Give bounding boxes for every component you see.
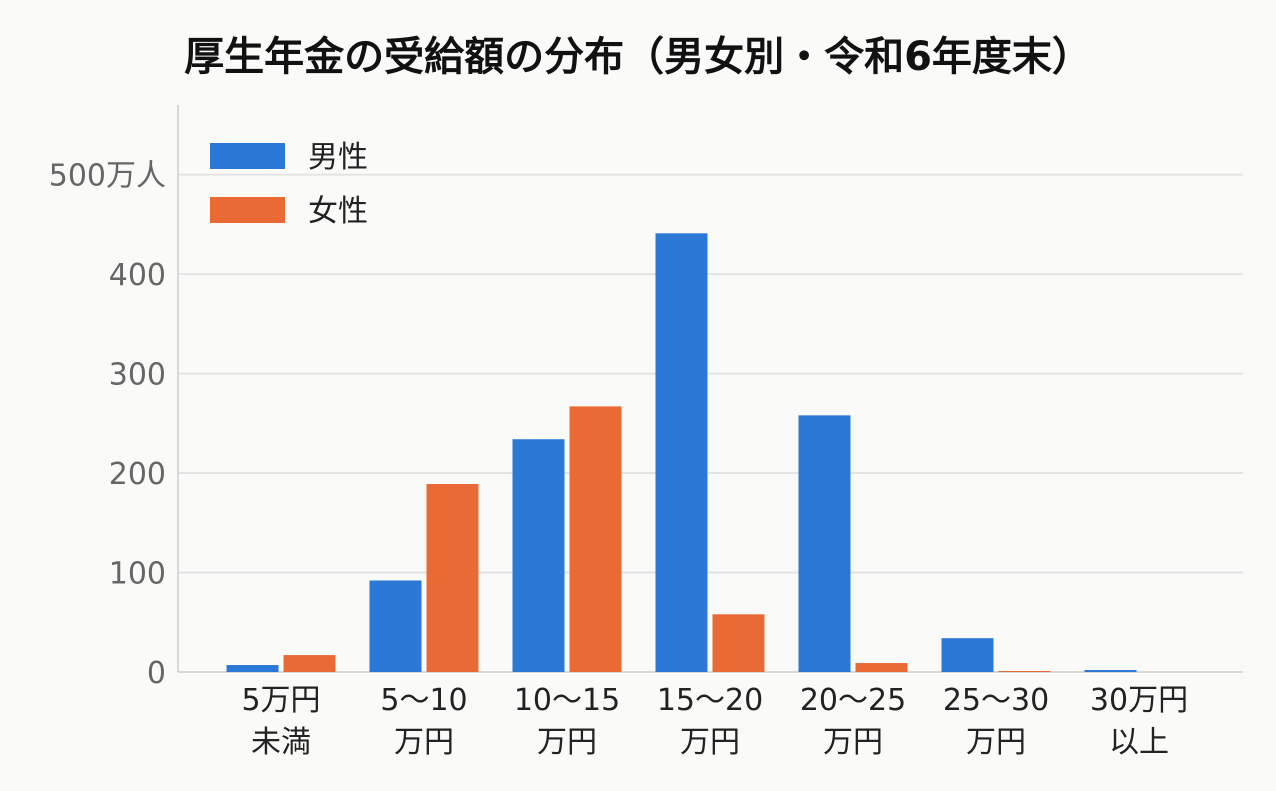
bar-male [226, 665, 279, 672]
chart-title: 厚生年金の受給額の分布（男女別・令和6年度末） [184, 34, 1092, 80]
x-tick-label: 5～10 [380, 683, 467, 718]
bar-female [998, 671, 1051, 672]
bar-male [798, 415, 851, 672]
bar-male [512, 439, 565, 672]
y-tick-label: 0 [147, 656, 166, 691]
bar-male [941, 638, 994, 672]
x-tick-label: 未満 [251, 725, 311, 760]
x-tick-label: 万円 [966, 725, 1026, 760]
x-tick-label: 15～20 [657, 683, 763, 718]
x-tick-label: 万円 [394, 725, 454, 760]
bar-male [369, 580, 422, 672]
y-tick-label: 100 [109, 557, 166, 592]
y-tick-label: 200 [109, 457, 166, 492]
legend-swatch [210, 143, 285, 169]
legend-swatch [210, 197, 285, 223]
bar-female [855, 663, 908, 672]
legend-label: 女性 [308, 194, 368, 229]
x-tick-label: 25～30 [943, 683, 1049, 718]
bar-female [569, 406, 622, 672]
x-tick-label: 万円 [823, 725, 883, 760]
y-tick-label: 400 [109, 258, 166, 293]
bar-male [655, 233, 708, 673]
y-tick-label: 300 [109, 358, 166, 393]
legend-label: 男性 [308, 140, 368, 175]
bar-female [426, 483, 479, 672]
x-tick-label: 10～15 [514, 683, 620, 718]
bar-female [712, 614, 765, 672]
x-tick-label: 20～25 [800, 683, 906, 718]
x-tick-label: 万円 [680, 725, 740, 760]
x-tick-label: 30万円 [1090, 683, 1188, 718]
x-tick-label: 以上 [1109, 725, 1169, 760]
x-tick-label: 万円 [537, 725, 597, 760]
bar-female [283, 655, 336, 672]
y-tick-label: 500万人 [49, 159, 166, 194]
bar-male [1084, 670, 1137, 672]
x-tick-label: 5万円 [241, 683, 320, 718]
